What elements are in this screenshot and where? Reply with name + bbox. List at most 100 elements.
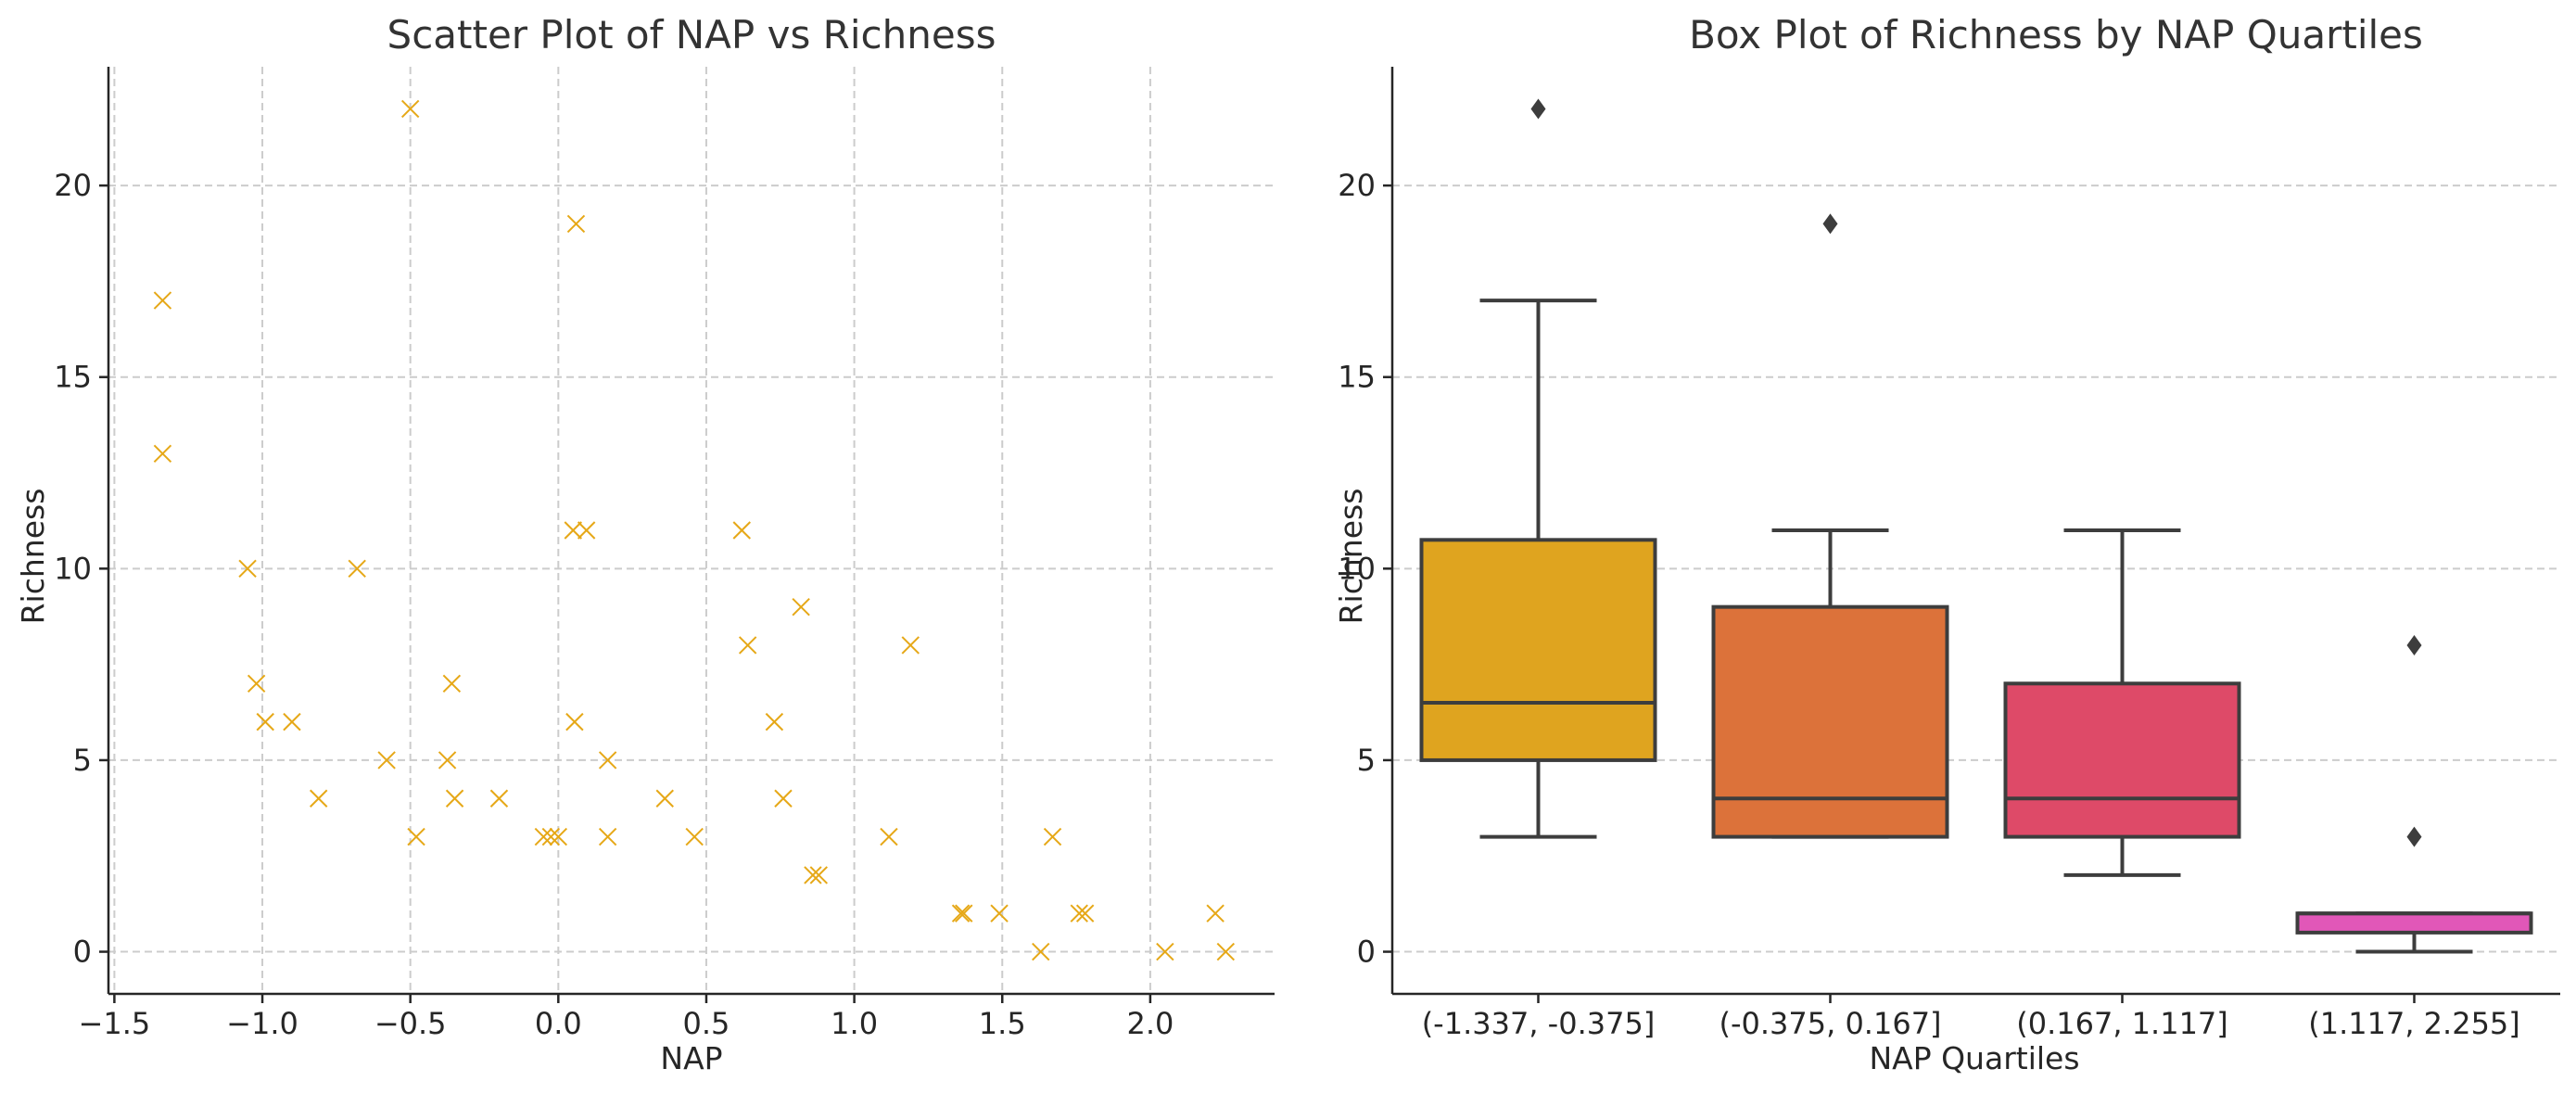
scatter-point-stroke [990,904,1009,922]
scatter-point-stroke [577,521,596,540]
box-x-tick-label: (1.117, 2.255] [2308,1006,2520,1041]
scatter-point-stroke [598,751,617,770]
scatter-point-stroke [1206,904,1225,922]
scatter-point-stroke [1032,942,1050,961]
scatter-x-tick-label: 1.0 [831,1006,878,1041]
box-y-tick-label: 20 [1338,168,1376,203]
scatter-point [565,712,584,731]
scatter-point [238,559,257,579]
scatter-point-stroke [489,789,509,808]
scatter-point [309,789,328,808]
scatter-point-stroke [153,291,172,310]
box-body [2003,681,2241,839]
scatter-point-stroke [809,866,829,884]
box-group [2003,528,2241,877]
scatter-point [880,827,898,846]
scatter-point-stroke [309,789,328,808]
scatter-x-tick-label: 0.0 [535,1006,582,1041]
scatter-point [685,827,704,846]
scatter-point [407,827,425,846]
scatter-point [489,789,509,808]
scatter-point [442,674,462,693]
scatter-point [283,712,301,731]
scatter-point [655,789,674,808]
box-group [1419,98,1657,839]
scatter-x-tick-label: 1.5 [979,1006,1026,1041]
scatter-point [348,559,366,579]
scatter-point [549,827,568,846]
scatter-x-tick-label: −1.0 [226,1006,298,1041]
scatter-point-stroke [880,827,898,846]
scatter-point-stroke [901,636,920,655]
box-y-tick-label: 0 [1357,935,1376,970]
scatter-point-stroke [377,751,396,770]
scatter-point [765,712,784,731]
scatter-point [534,827,553,846]
scatter-point-stroke [955,904,973,922]
scatter-point [951,904,971,922]
scatter-point-stroke [792,597,810,617]
scatter-point-stroke [549,827,568,846]
scatter-point [445,789,464,808]
scatter-point [1156,942,1174,961]
box-body [1711,604,1949,839]
scatter-point-stroke [1156,942,1174,961]
scatter-point [377,751,396,770]
scatter-point [438,751,457,770]
scatter-x-axis-label: NAP [660,1040,722,1076]
scatter-point [738,636,757,655]
scatter-point-stroke [400,99,420,119]
scatter-point-stroke [534,827,553,846]
box-y-axis-label: Richness [1333,489,1369,625]
scatter-point-stroke [247,674,266,693]
box-x-axis-label: NAP Quartiles [1869,1040,2079,1076]
scatter-point-stroke [238,559,257,579]
scatter-y-tick-label: 0 [73,935,92,970]
scatter-point [774,789,793,808]
scatter-point-stroke [1216,942,1236,961]
scatter-y-tick-label: 10 [54,551,92,586]
scatter-point [566,214,586,234]
scatter-point-stroke [348,559,366,579]
scatter-point-stroke [283,712,301,731]
scatter-point-stroke [564,521,582,540]
scatter-y-axis-label: Richness [15,489,51,625]
box-body [1419,538,1657,762]
box-outlier [1822,213,1838,235]
scatter-point [804,866,822,884]
scatter-point-stroke [256,712,274,731]
scatter-x-tick-label: −1.5 [79,1006,151,1041]
scatter-point-stroke [1070,904,1088,922]
scatter-y-tick-label: 20 [54,168,92,203]
scatter-point [1206,904,1225,922]
scatter-point-stroke [951,904,971,922]
box-x-tick-label: (-0.375, 0.167] [1719,1006,1941,1041]
scatter-point-stroke [1043,827,1062,846]
box-panel: Box Plot of Richness by NAP Quartiles NA… [1333,12,2560,1076]
scatter-point [1070,904,1088,922]
scatter-point [901,636,920,655]
scatter-point [1216,942,1236,961]
scatter-point [732,521,751,540]
scatter-y-tick-label: 5 [73,743,92,778]
scatter-point [153,291,172,310]
scatter-x-tick-label: 2.0 [1126,1006,1174,1041]
scatter-point-stroke [565,712,584,731]
scatter-point-stroke [1075,904,1095,922]
box-y-tick-label: 10 [1338,551,1376,586]
scatter-point [1043,827,1062,846]
scatter-point [400,99,420,119]
scatter-point [598,751,617,770]
box-outlier [1530,98,1546,120]
scatter-point [153,444,172,464]
scatter-point-stroke [407,827,425,846]
box-x-tick-label: (-1.337, -0.375] [1422,1006,1656,1041]
scatter-point [792,597,810,617]
scatter-point [809,866,829,884]
scatter-point-stroke [442,674,462,693]
box-y-tick-label: 15 [1338,360,1376,395]
scatter-y-tick-label: 15 [54,360,92,395]
scatter-point-stroke [598,827,617,846]
scatter-point [598,827,617,846]
